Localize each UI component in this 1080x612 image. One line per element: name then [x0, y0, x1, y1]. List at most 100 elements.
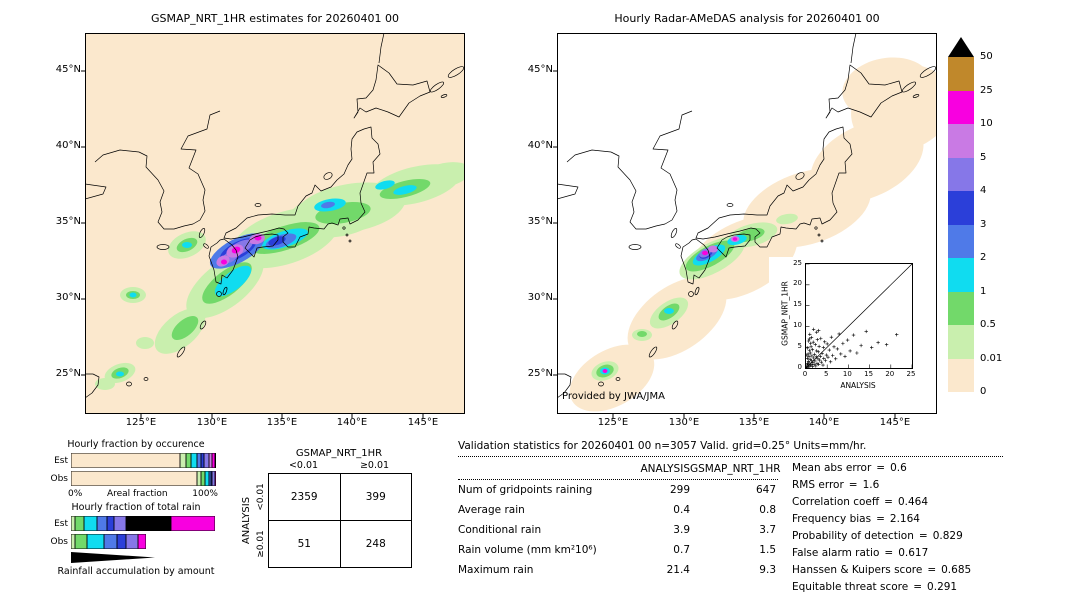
colorbar-label: 5	[980, 151, 987, 163]
score-line: Hanssen & Kuipers score = 0.685	[792, 563, 972, 576]
est-label: Est	[54, 455, 68, 466]
divider	[458, 479, 778, 480]
y-tick-label: 35°N	[55, 216, 81, 227]
axis-max-label: 100%	[192, 489, 218, 499]
inset-y-axis-label: GSMAP_NRT_1HR	[780, 281, 790, 346]
radar-map-panel: Hourly Radar-AMeDAS analysis for 2026040…	[528, 12, 937, 428]
bar-segment	[71, 516, 76, 531]
fraction-charts: Hourly fraction by occurence Est Obs 0% …	[50, 437, 250, 580]
col-header-analysis: ANALYSIS	[640, 463, 690, 475]
bar-segment	[114, 516, 127, 531]
x-tick-label: 145°E	[407, 417, 439, 428]
col-label: <0.01	[288, 460, 319, 471]
diagonal-line	[806, 264, 912, 368]
score-line: Correlation coeff = 0.464	[792, 495, 929, 508]
x-tick-label: 125°E	[125, 417, 157, 428]
areal-fraction-axis: 0% Areal fraction 100%	[68, 489, 218, 499]
colorbar-label: 1	[980, 285, 987, 297]
colorbar-overflow-triangle	[948, 37, 974, 57]
score-line: Probability of detection = 0.829	[792, 529, 963, 542]
col-label: ≥0.01	[359, 460, 390, 471]
x-tick-label: 125°E	[597, 417, 629, 428]
occurence-obs-row: Obs	[50, 471, 250, 486]
stats-row: Conditional rain 3.9 3.7	[458, 524, 776, 536]
row-label: <0.01	[256, 482, 266, 511]
occurence-est-row: Est	[50, 453, 250, 468]
occurence-obs-bar	[71, 471, 216, 486]
bar-segment	[117, 534, 127, 549]
x-tick-label: 140°E	[808, 417, 840, 428]
colorbar-label: 2	[980, 252, 987, 263]
bar-segment	[179, 453, 186, 468]
colorbar-label: 4	[980, 185, 987, 196]
stats-header-row: ANALYSIS GSMAP_NRT_1HR	[458, 459, 781, 479]
total-rain-obs-row: Obs	[50, 534, 250, 549]
total-rain-chart-title: Hourly fraction of total rain	[71, 502, 201, 513]
colorbar-band	[948, 57, 974, 91]
y-tick-label: 25°N	[55, 368, 81, 379]
col-header-gsmap: GSMAP_NRT_1HR	[690, 463, 781, 475]
inset-x-tick: 10	[842, 370, 852, 378]
inset-y-tick: 25	[793, 258, 802, 267]
bar-segment	[71, 471, 198, 486]
inset-y-tick: 5	[797, 341, 802, 350]
stats-row: Average rain 0.4 0.8	[458, 504, 776, 516]
occurence-est-bar	[71, 453, 216, 468]
bar-segment	[137, 534, 147, 549]
inset-x-axis-label: ANALYSIS	[840, 381, 876, 390]
x-tick-label: 130°E	[668, 417, 700, 428]
y-tick-label: 35°N	[527, 216, 553, 227]
accumulation-wedge	[71, 552, 155, 563]
colorbar-band	[948, 124, 974, 158]
bar-segment	[197, 471, 202, 486]
axis-min-label: 0%	[68, 489, 83, 499]
colorbar-label: 0.5	[980, 319, 996, 330]
bar-segment	[75, 516, 85, 531]
score-list: Mean abs error = 0.6 RMS error = 1.6 Correla…	[792, 459, 971, 595]
contingency-cell: 51	[297, 538, 311, 550]
divider	[458, 456, 1003, 457]
bar-segment	[84, 516, 98, 531]
y-tick-label: 40°N	[55, 140, 81, 151]
accumulation-caption: Rainfall accumulation by amount	[57, 566, 215, 577]
bar-segment	[214, 471, 216, 486]
x-tick-label: 145°E	[879, 417, 911, 428]
stats-row: Num of gridpoints raining 299 647	[458, 484, 776, 496]
contingency-cell: 248	[339, 521, 412, 567]
contingency-grid: 2359 399 51 248	[268, 473, 412, 568]
bar-segment	[97, 516, 108, 531]
score-line: Frequency bias = 2.164	[792, 512, 920, 525]
x-tick-label: 140°E	[336, 417, 368, 428]
bar-segment	[171, 516, 215, 531]
inset-y-tick: 15	[793, 300, 802, 309]
y-tick-label: 30°N	[55, 292, 81, 303]
stats-row: Rain volume (mm km²10⁶) 0.7 1.5	[458, 544, 776, 556]
obs-label: Obs	[50, 536, 69, 547]
total-rain-est-row: Est	[50, 516, 250, 531]
colorbar-label: 10	[980, 118, 993, 129]
bar-segment	[214, 453, 216, 468]
axis-title: Areal fraction	[106, 489, 168, 499]
inset-x-tick: 15	[864, 370, 874, 378]
gsmap-map-title: GSMAP_NRT_1HR estimates for 20260401 00	[150, 12, 400, 25]
bar-segment	[185, 453, 192, 468]
y-tick-label: 25°N	[527, 368, 553, 379]
axis-ticks	[81, 70, 424, 418]
colorbar-label: 0	[980, 386, 987, 397]
obs-label: Obs	[50, 473, 69, 484]
total-rain-est-bar	[71, 516, 216, 531]
bar-segment	[75, 534, 87, 549]
score-line: False alarm ratio = 0.617	[792, 546, 929, 559]
bar-segment	[201, 453, 205, 468]
contingency-table: GSMAP_NRT_1HR <0.01 ≥0.01 ANALYSIS <0.01…	[240, 448, 412, 568]
colorbar-band	[948, 191, 974, 225]
y-tick-label: 30°N	[527, 292, 553, 303]
contingency-row-axis: ANALYSIS	[241, 496, 253, 544]
radar-map-title: Hourly Radar-AMeDAS analysis for 2026040…	[614, 12, 880, 25]
bar-segment	[126, 516, 171, 531]
stats-title: Validation statistics for 20260401 00 n=…	[458, 440, 867, 452]
inset-x-tick: 0	[802, 370, 808, 378]
inset-y-tick: 20	[793, 279, 802, 288]
bar-segment	[201, 471, 206, 486]
